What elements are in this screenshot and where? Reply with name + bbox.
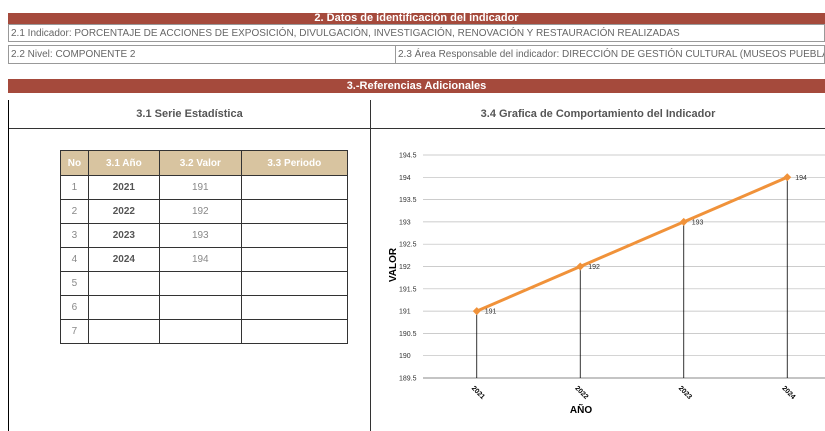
- cell: [240, 319, 349, 344]
- divider: [370, 100, 371, 431]
- cell: 191: [158, 175, 242, 200]
- cell: [240, 295, 349, 320]
- cell: 4: [60, 247, 89, 272]
- x-tick-label: 2021: [470, 385, 486, 401]
- data-table: No 3.1 Año 3.2 Valor 3.3 Periodo 1 2021 191 2 20…: [60, 150, 349, 344]
- y-tick-label: 194.5: [399, 153, 417, 160]
- cell: 2021: [87, 175, 160, 200]
- cell: [240, 247, 349, 272]
- row: 6: [60, 295, 349, 320]
- cell: 193: [158, 223, 242, 248]
- data-label: 194: [795, 175, 807, 182]
- frame-line: [8, 100, 9, 431]
- header-cell: No: [60, 150, 89, 176]
- cell: [240, 199, 349, 224]
- cell: [158, 319, 242, 344]
- cell: [158, 295, 242, 320]
- y-axis-title: VALOR: [388, 247, 399, 282]
- section-bar: 3.-Referencias Adicionales: [8, 79, 825, 93]
- cell: 2: [60, 199, 89, 224]
- cell: [87, 295, 160, 320]
- header-cell: 3.2 Valor: [158, 150, 242, 176]
- cell: 192: [158, 199, 242, 224]
- cell: 2022: [87, 199, 160, 224]
- point-marker: [472, 307, 481, 316]
- cell: 2024: [87, 247, 160, 272]
- series-line: [476, 175, 788, 313]
- x-tick-label: 2024: [780, 385, 796, 401]
- row: 2 2022 192: [60, 199, 349, 224]
- header-row: No 3.1 Año 3.2 Valor 3.3 Periodo: [60, 150, 349, 176]
- y-tick-label: 192: [399, 264, 411, 271]
- y-tick-label: 190: [399, 353, 411, 360]
- data-label: 192: [588, 264, 600, 271]
- cell: 5: [60, 271, 89, 296]
- cell: 2023: [87, 223, 160, 248]
- row: 1 2021 191: [60, 175, 349, 200]
- y-tick-label: 193: [399, 219, 411, 226]
- cell: [158, 271, 242, 296]
- panel-title: 3.4 Grafica de Comportamiento del Indica…: [371, 100, 825, 129]
- x-tick-label: 2022: [573, 385, 589, 401]
- cell: 3: [60, 223, 89, 248]
- cell: 6: [60, 295, 89, 320]
- y-tick-label: 190.5: [399, 331, 417, 338]
- y-tick-label: 194: [399, 175, 411, 182]
- cell: 7: [60, 319, 89, 344]
- point-marker: [783, 173, 792, 182]
- row: 3 2023 193: [60, 223, 349, 248]
- point-marker: [679, 217, 688, 226]
- row: 4 2024 194: [60, 247, 349, 272]
- header-cell: 3.3 Periodo: [240, 150, 349, 176]
- data-label: 193: [692, 219, 704, 226]
- x-tick-label: 2023: [677, 385, 693, 401]
- row: 5: [60, 271, 349, 296]
- data-label: 191: [485, 309, 497, 316]
- y-tick-label: 189.5: [399, 376, 417, 383]
- y-tick-label: 191.5: [399, 286, 417, 293]
- cell: [240, 271, 349, 296]
- level: 2.2 Nivel: COMPONENTE 2: [8, 45, 396, 64]
- area: 2.3 Área Responsable del indicador: DIRE…: [395, 45, 825, 64]
- header-cell: 3.1 Año: [87, 150, 160, 176]
- y-tick-label: 193.5: [399, 197, 417, 204]
- cell: [87, 271, 160, 296]
- cell: 1: [60, 175, 89, 200]
- cell: [87, 319, 160, 344]
- x-axis-title: AÑO: [570, 403, 592, 416]
- point-marker: [576, 262, 585, 271]
- indicator: 2.1 Indicador: PORCENTAJE DE ACCIONES DE…: [8, 24, 825, 42]
- cell: 194: [158, 247, 242, 272]
- cell: [240, 175, 349, 200]
- panel-title: 3.1 Serie Estadística: [9, 100, 370, 129]
- row: 7: [60, 319, 349, 344]
- section-bar: 2. Datos de identificación del indicador: [8, 13, 825, 24]
- y-tick-label: 192.5: [399, 242, 417, 249]
- y-tick-label: 191: [399, 309, 411, 316]
- chart: 189.5 190 190.5 191 191.5 192 192.5 193 193.5 194…: [388, 153, 825, 416]
- cell: [240, 223, 349, 248]
